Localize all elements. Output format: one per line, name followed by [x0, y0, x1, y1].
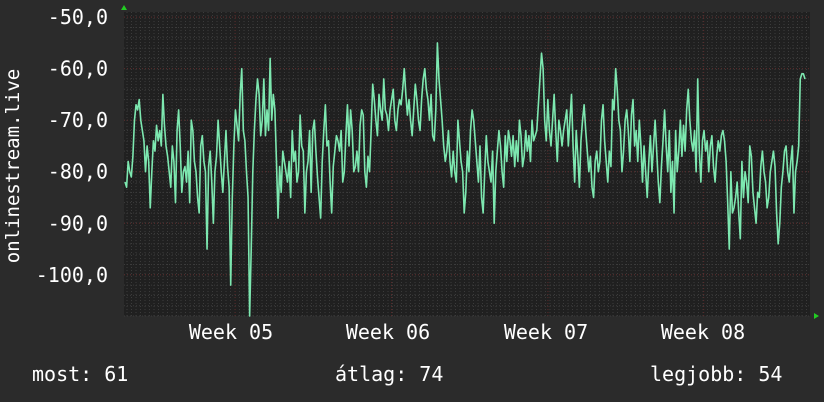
y-tick-label: -60,0 — [48, 57, 108, 81]
y-tick-label: -80,0 — [48, 160, 108, 184]
current-value-label: most: 61 — [32, 362, 129, 386]
y-tick-label: -70,0 — [48, 108, 108, 132]
x-tick-label: Week 06 — [346, 320, 430, 344]
x-tick-label: Week 05 — [189, 320, 273, 344]
y-tick-label: -50,0 — [48, 5, 108, 29]
y-axis-label: onlinestream.live — [2, 68, 24, 264]
x-tick-label: Week 07 — [504, 320, 588, 344]
average-value-label: átlag: 74 — [335, 362, 444, 386]
y-axis-label-wrap: onlinestream.live — [0, 0, 26, 318]
x-tick-label: Week 08 — [661, 320, 745, 344]
y-axis-arrow — [121, 5, 127, 10]
best-value-label: legjobb: 54 — [650, 362, 783, 386]
y-tick-label: -100,0 — [36, 263, 108, 287]
x-axis-arrow — [814, 313, 819, 319]
y-tick-label: -90,0 — [48, 211, 108, 235]
series-line — [124, 42, 806, 317]
